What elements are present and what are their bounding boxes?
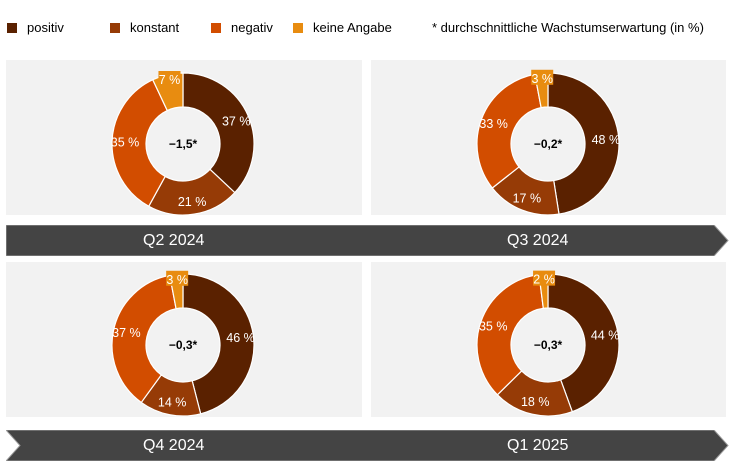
segment-value-label: 3 % [531, 72, 553, 86]
legend-label: keine Angabe [313, 20, 392, 35]
segment-value-label: 37 % [222, 114, 251, 128]
legend-item-positiv: positiv [7, 19, 64, 37]
segment-value-label: 21 % [178, 195, 207, 209]
chart-legend: positiv konstant negativ keine Angabe * … [0, 19, 737, 37]
legend-label: negativ [231, 20, 273, 35]
legend-label: konstant [130, 20, 180, 35]
timeline-arrow-top: Q2 2024 Q3 2024 [6, 225, 729, 256]
segment-value-label: 35 % [111, 136, 140, 150]
segment-value-label: 18 % [521, 395, 550, 409]
segment-value-label: 3 % [166, 273, 188, 287]
legend-swatch-keine-angabe [293, 23, 303, 33]
label-background [166, 270, 189, 286]
legend-item-konstant: konstant [110, 19, 179, 37]
label-background [533, 270, 556, 286]
donut-panel-q4-2024: 46 % 14 % 37 % 3 % −0,3* [6, 262, 362, 417]
donut-segment-positiv [182, 273, 255, 415]
donut-segment-positiv [547, 273, 620, 413]
donut-segment-positiv [182, 72, 255, 194]
donut-segment-negativ [476, 73, 542, 189]
legend-footnote: * durchschnittliche Wachstumserwartung (… [432, 20, 704, 35]
average-growth-expectation: −0,2* [534, 137, 563, 151]
legend-item-negativ: negativ [211, 19, 273, 37]
donut-segment-negativ [111, 78, 169, 208]
label-background [531, 69, 554, 85]
period-label-q3-2024: Q3 2024 [507, 232, 569, 249]
period-label-q1-2025: Q1 2025 [507, 437, 569, 454]
segment-value-label: 48 % [592, 133, 621, 147]
donut-panel-q1-2025: 44 % 18 % 35 % 2 % −0,3* [371, 262, 726, 417]
period-label-q2-2024: Q2 2024 [143, 232, 205, 249]
segment-value-label: 14 % [158, 395, 187, 409]
label-background [158, 70, 181, 86]
donut-segment-negativ [476, 273, 544, 396]
average-growth-expectation: −0,3* [534, 338, 563, 352]
donut-panel-q2-2024: 37 % 21 % 35 % 7 % −1,5* [6, 60, 362, 215]
period-label-q4-2024: Q4 2024 [143, 437, 205, 454]
timeline-arrow-shape [6, 430, 729, 461]
legend-label: positiv [27, 20, 64, 35]
legend-item-keine-angabe: keine Angabe [293, 19, 392, 37]
donut-chart-q2-2024: 37 % 21 % 35 % 7 % −1,5* [111, 70, 255, 215]
legend-swatch-konstant [110, 23, 120, 33]
donut-segment-negativ [111, 274, 177, 404]
donut-chart-q4-2024: 46 % 14 % 37 % 3 % −0,3* [111, 270, 255, 417]
donut-panel-q3-2024: 48 % 17 % 33 % 3 % −0,2* [371, 60, 726, 215]
average-growth-expectation: −1,5* [169, 137, 198, 151]
timeline-arrow-shape [6, 225, 729, 256]
segment-value-label: 17 % [513, 192, 542, 206]
segment-value-label: 44 % [591, 328, 620, 342]
segment-value-label: 35 % [479, 320, 508, 334]
segment-value-label: 33 % [479, 117, 508, 131]
average-growth-expectation: −0,3* [169, 338, 198, 352]
segment-value-label: 7 % [159, 73, 181, 87]
segment-value-label: 2 % [533, 273, 555, 287]
timeline-arrow-bottom: Q4 2024 Q1 2025 [6, 430, 729, 461]
segment-value-label: 46 % [226, 331, 255, 345]
legend-swatch-positiv [7, 23, 17, 33]
donut-segment-positiv [547, 72, 620, 215]
donut-chart-q3-2024: 48 % 17 % 33 % 3 % −0,2* [476, 69, 621, 215]
legend-swatch-negativ [211, 23, 221, 33]
segment-value-label: 37 % [112, 326, 141, 340]
donut-chart-q1-2025: 44 % 18 % 35 % 2 % −0,3* [476, 270, 620, 417]
